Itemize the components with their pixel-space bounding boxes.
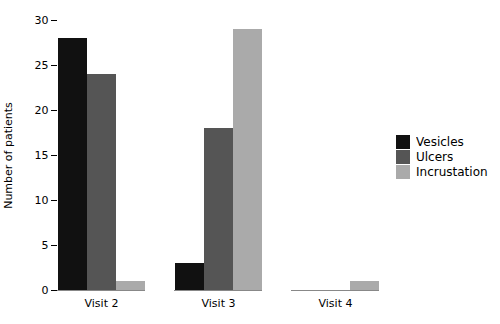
svg-text:10: 10 xyxy=(35,194,49,207)
svg-text:0: 0 xyxy=(42,284,49,297)
svg-text:Visit 4: Visit 4 xyxy=(319,297,353,310)
html-text:Incrustation: Incrustation xyxy=(416,164,488,179)
svg-text:Number of patients: Number of patients xyxy=(2,102,15,209)
svg-text:15: 15 xyxy=(35,149,49,162)
svg-text:5: 5 xyxy=(42,239,49,252)
svg-text:Visit 2: Visit 2 xyxy=(85,297,119,310)
svg-text:30: 30 xyxy=(35,14,49,27)
html-text:Vesicles: Vesicles xyxy=(416,134,464,149)
svg-text:Visit 3: Visit 3 xyxy=(202,297,236,310)
svg-text:20: 20 xyxy=(35,104,49,117)
html-text:Ulcers: Ulcers xyxy=(416,149,454,164)
svg-text:25: 25 xyxy=(35,59,49,72)
